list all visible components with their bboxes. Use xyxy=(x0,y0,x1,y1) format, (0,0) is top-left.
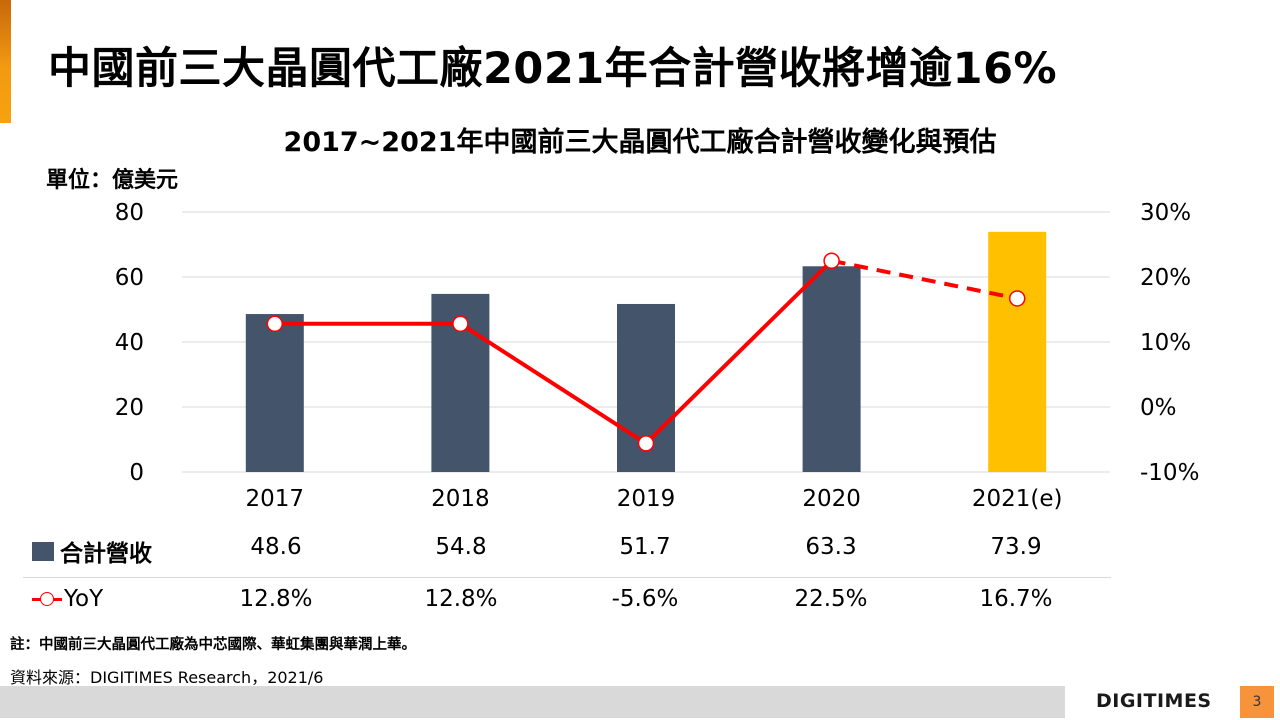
yoy-point-2018 xyxy=(452,315,469,333)
table-divider xyxy=(23,577,1111,578)
legend-label-yoy: YoY xyxy=(64,586,104,612)
left-axis-tick-label: 80 xyxy=(115,200,144,226)
unit-label: 單位：億美元 xyxy=(46,168,179,193)
table-cell: 54.8 xyxy=(435,534,487,560)
table-cell: 51.7 xyxy=(619,534,671,560)
right-axis-tick-label: 30% xyxy=(1140,200,1191,226)
yoy-point-2019 xyxy=(637,435,655,452)
table-cell: 16.7% xyxy=(979,586,1053,612)
yoy-line-segment-dashed xyxy=(831,258,1018,301)
legend-label-revenue: 合計營收 xyxy=(60,541,152,567)
legend-item-yoy: YoY xyxy=(32,586,103,612)
left-axis-tick-label: 0 xyxy=(129,460,144,486)
table-cell: 48.6 xyxy=(250,534,302,560)
line-marker-legend-icon xyxy=(32,589,62,609)
legend-item-revenue: 合計營收 xyxy=(32,534,152,568)
bar-legend-swatch-icon xyxy=(32,541,54,561)
accent-bar xyxy=(0,0,11,123)
left-axis-tick-label: 60 xyxy=(115,265,144,291)
table-cell: 12.8% xyxy=(424,586,498,612)
x-axis-tick-label: 2019 xyxy=(617,486,676,512)
footnote: 註：中國前三大晶圓代工廠為中芯國際、華虹集團與華潤上華。 xyxy=(10,637,416,653)
right-axis-tick-label: -10% xyxy=(1140,460,1199,486)
table-row-yoy: YoY 12.8% 12.8% -5.6% 22.5% 16.7% xyxy=(0,582,1280,622)
yoy-point-2020 xyxy=(823,252,840,269)
x-axis-tick-label: 2017 xyxy=(246,486,305,512)
digitimes-logo: DIGITIMES xyxy=(1096,690,1212,712)
table-cell: 73.9 xyxy=(990,534,1042,560)
table-cell: -5.6% xyxy=(611,586,679,612)
bar-2020 xyxy=(802,266,861,472)
yoy-line-segment xyxy=(459,322,648,446)
right-axis: -10% 0% 10% 20% 30% xyxy=(1140,200,1199,486)
yoy-point-2017 xyxy=(266,315,284,333)
x-axis: 2017 2018 2019 2020 2021(e) xyxy=(246,486,1063,512)
table-cell: 22.5% xyxy=(794,586,868,612)
source-note: 資料來源：DIGITIMES Research，2021/6 xyxy=(10,668,324,687)
x-axis-tick-label: 2018 xyxy=(431,486,490,512)
yoy-line-series xyxy=(266,252,1026,452)
x-axis-tick-label: 2020 xyxy=(802,486,861,512)
bar-series xyxy=(245,231,1047,472)
yoy-line-segment xyxy=(644,259,834,445)
chart-title: 2017~2021年中國前三大晶圓代工廠合計營收變化與預估 xyxy=(0,120,1280,159)
left-axis-tick-label: 20 xyxy=(115,395,144,421)
x-axis-tick-label: 2021(e) xyxy=(972,486,1063,512)
chart-title-text: 2017~2021年中國前三大晶圓代工廠合計營收變化與預估 xyxy=(283,127,997,158)
table-row-revenue: 合計營收 48.6 54.8 51.7 63.3 73.9 xyxy=(0,530,1280,570)
table-cell: 63.3 xyxy=(805,534,857,560)
page-number: 3 xyxy=(1240,686,1274,718)
left-axis: 0 20 40 60 80 xyxy=(115,200,144,486)
bar-2021(e) xyxy=(988,231,1047,472)
yoy-point-2021(e) xyxy=(1008,290,1026,307)
footer-bar xyxy=(0,686,1065,718)
right-axis-tick-label: 10% xyxy=(1140,330,1191,356)
right-axis-tick-label: 20% xyxy=(1140,265,1191,291)
table-cell: 12.8% xyxy=(239,586,313,612)
slide-title: 中國前三大晶圓代工廠2021年合計營收將增逾16% xyxy=(48,44,1058,94)
left-axis-tick-label: 40 xyxy=(115,330,144,356)
bar-2017 xyxy=(245,314,304,472)
right-axis-tick-label: 0% xyxy=(1140,395,1177,421)
